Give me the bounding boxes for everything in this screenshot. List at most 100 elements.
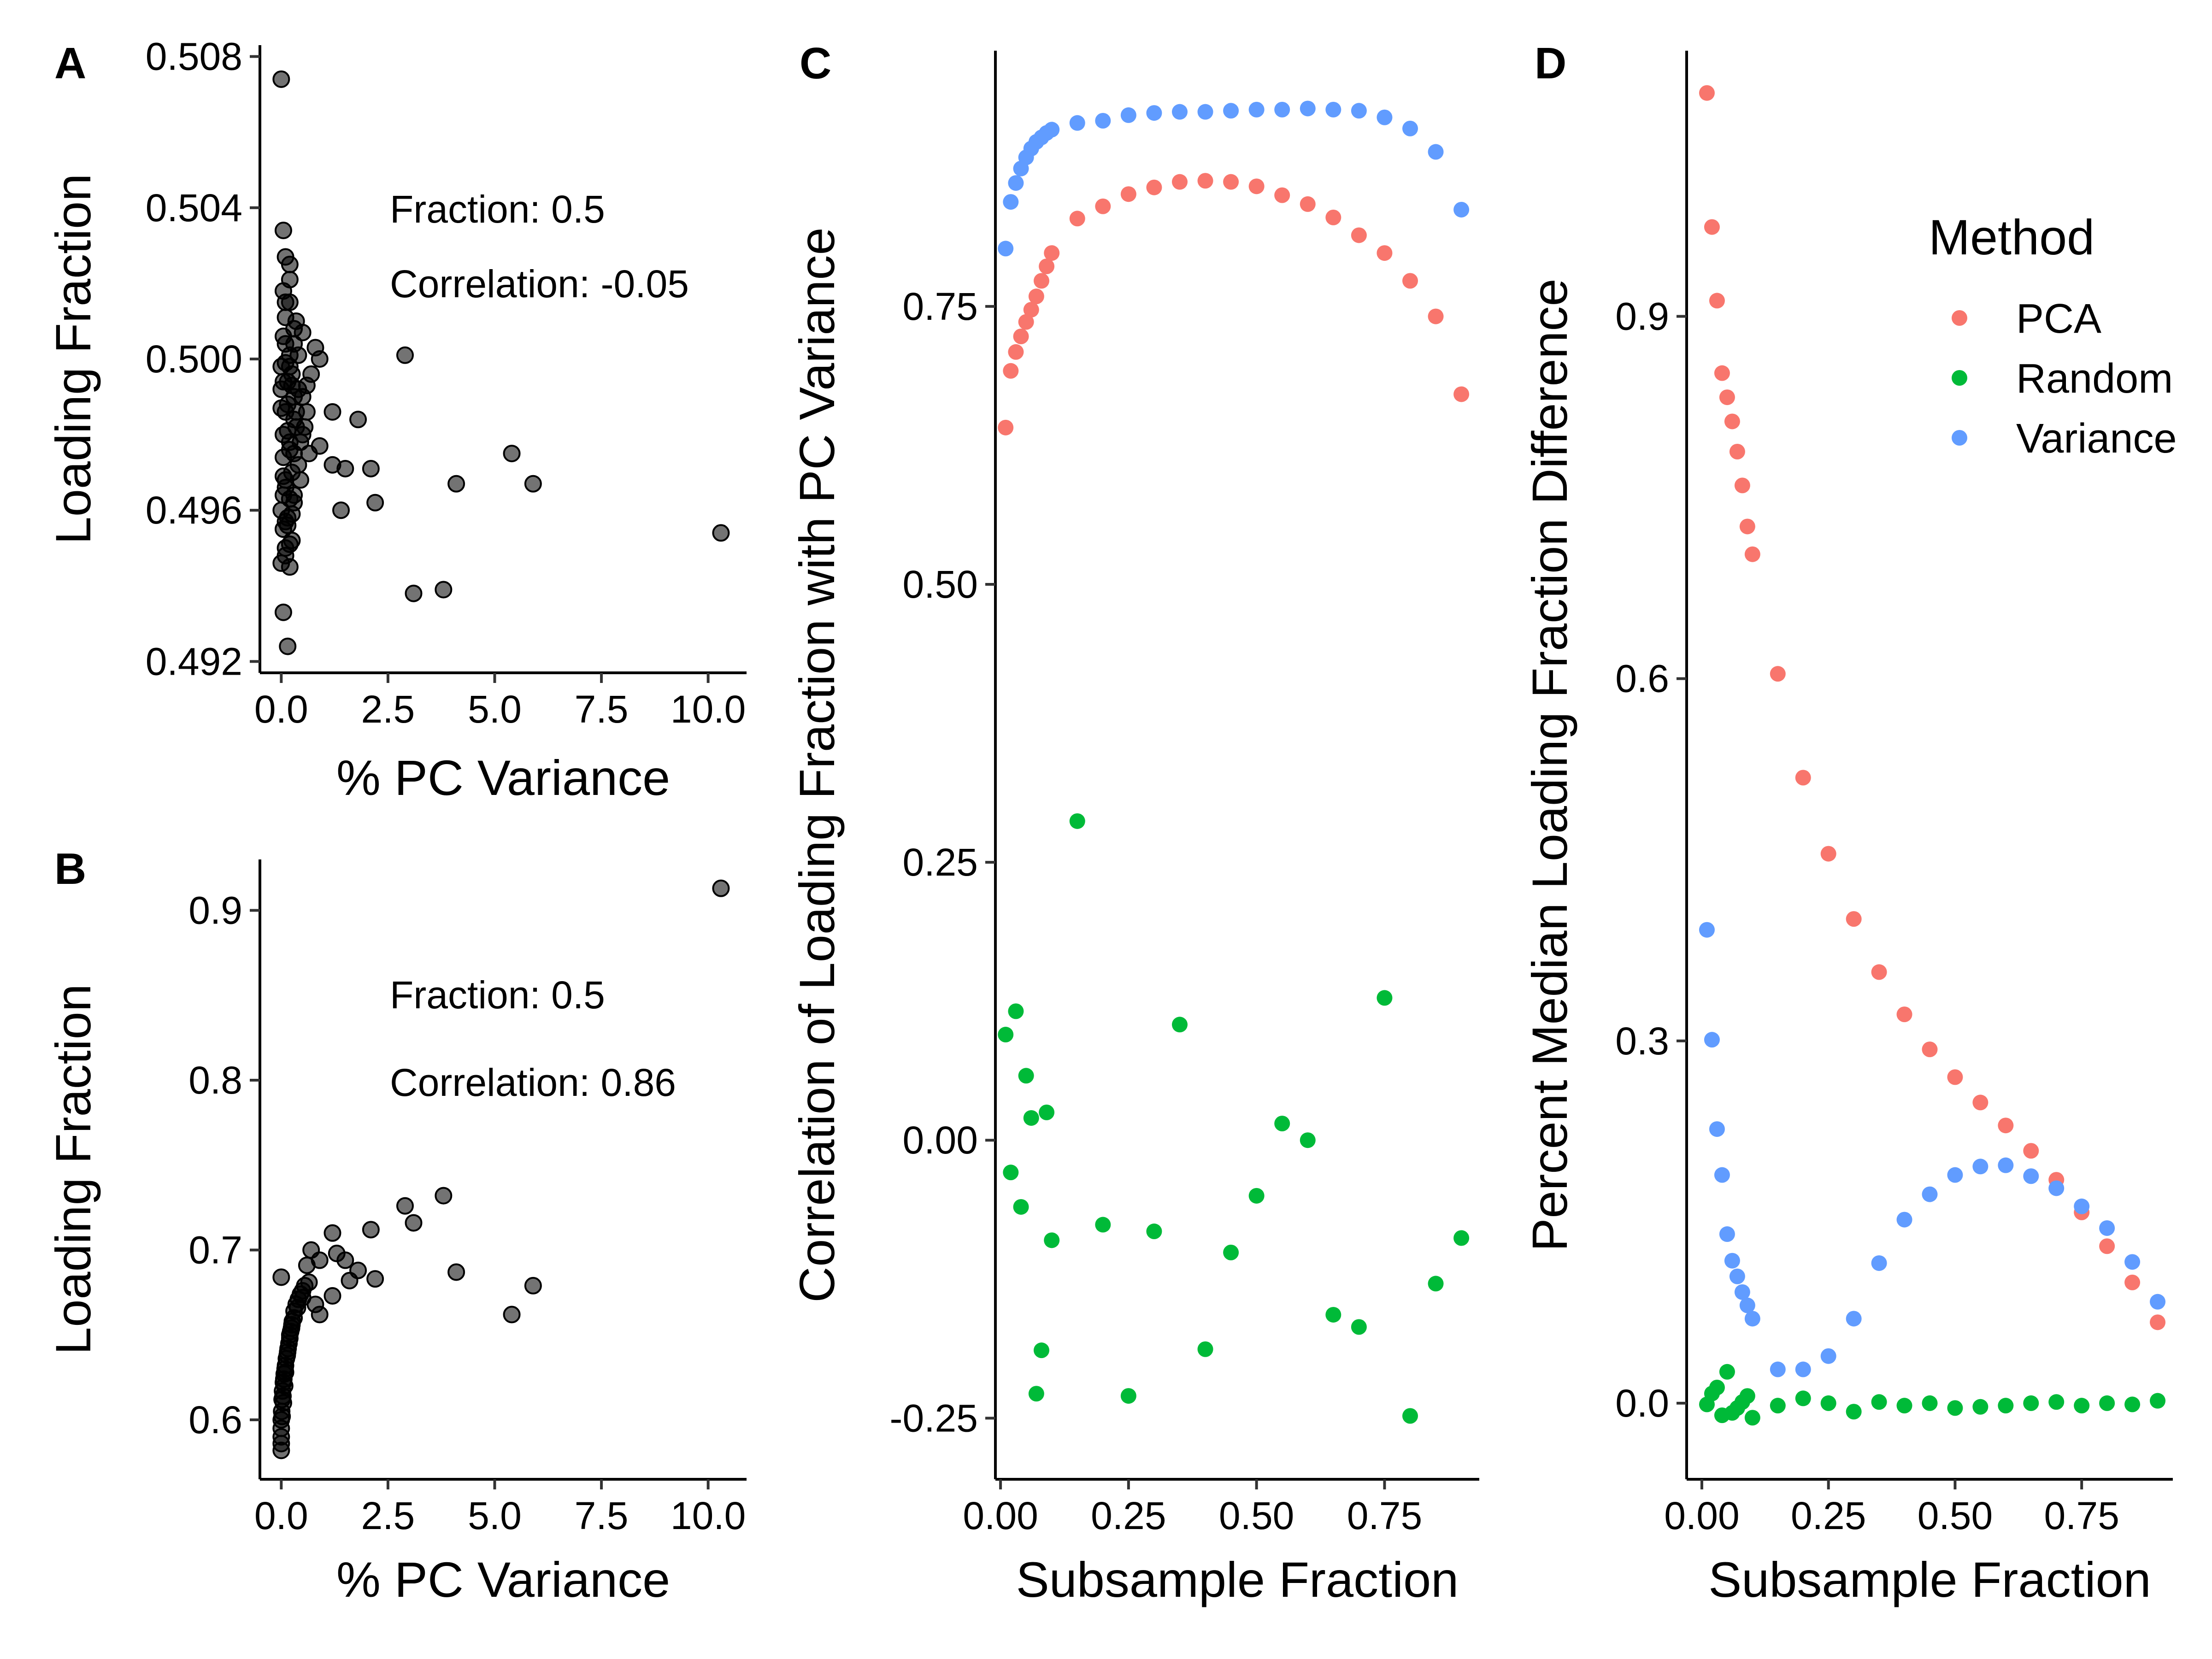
data-point xyxy=(712,879,730,897)
data-point-random xyxy=(1039,1104,1055,1120)
data-point-random xyxy=(1922,1395,1938,1411)
data-point-variance xyxy=(1719,1226,1735,1242)
data-point-random xyxy=(1003,1165,1019,1181)
data-point-variance xyxy=(2150,1294,2166,1310)
data-point-pca xyxy=(1428,308,1444,324)
data-point xyxy=(274,1387,292,1405)
data-point-pca xyxy=(1023,302,1039,318)
y-tick-label: 0.3 xyxy=(1615,1019,1669,1063)
annotation-fraction: Fraction: 0.5 xyxy=(390,973,605,1017)
data-point-pca xyxy=(2124,1274,2141,1290)
data-point-variance xyxy=(1146,105,1162,121)
data-point-pca xyxy=(1739,518,1755,535)
x-tick-label: 0.0 xyxy=(254,688,308,731)
data-point-pca xyxy=(1274,187,1290,203)
data-point-pca xyxy=(1729,443,1745,459)
panel-b: B 0.0 2.5 5.0 7.5 10.0 0.6 0.7 0.8 0.9 % PC Varian… xyxy=(45,844,747,1607)
x-tick-label: 0.75 xyxy=(1347,1494,1423,1537)
x-tick-label: 0.00 xyxy=(963,1494,1038,1537)
x-axis-title: % PC Variance xyxy=(336,1552,670,1607)
legend-key-pca xyxy=(1952,310,1967,326)
data-point-random xyxy=(1744,1410,1760,1426)
data-point xyxy=(503,445,521,463)
x-tick-label: 7.5 xyxy=(575,1494,629,1537)
legend: Method PCA Random Variance xyxy=(1929,209,2177,462)
data-point xyxy=(396,346,414,364)
data-point-variance xyxy=(1120,107,1136,123)
data-point xyxy=(282,1319,300,1337)
data-point-pca xyxy=(1896,1006,1912,1023)
data-point-random xyxy=(1013,1199,1029,1215)
data-point xyxy=(274,467,292,485)
data-point-random xyxy=(1120,1388,1136,1404)
data-point xyxy=(405,584,423,602)
data-point-variance xyxy=(1998,1157,2014,1173)
data-point-pca xyxy=(1146,179,1162,195)
data-point-variance xyxy=(1739,1297,1755,1313)
x-tick-label: 2.5 xyxy=(361,688,415,731)
x-tick-label: 0.25 xyxy=(1091,1494,1166,1537)
data-point-variance xyxy=(1744,1311,1760,1327)
y-tick-label: 0.496 xyxy=(146,488,242,532)
data-point-random xyxy=(1018,1068,1034,1084)
series-pca xyxy=(998,173,1470,435)
data-point xyxy=(366,1270,384,1288)
y-tick-label: 0.00 xyxy=(903,1118,978,1162)
data-point-variance xyxy=(1172,104,1188,120)
data-point-random xyxy=(1739,1388,1755,1404)
data-point-pca xyxy=(1744,546,1760,562)
panel-letter-d: D xyxy=(1535,39,1566,88)
data-point-random xyxy=(2023,1395,2039,1411)
y-axis-title: Percent Median Loading Fraction Differen… xyxy=(1522,278,1577,1251)
data-point-variance xyxy=(1846,1311,1862,1327)
series-variance xyxy=(998,100,1470,257)
data-point-variance xyxy=(1724,1253,1740,1269)
data-point xyxy=(292,471,309,489)
data-point xyxy=(405,1214,423,1232)
data-point xyxy=(274,222,292,240)
x-tick-label: 0.75 xyxy=(2044,1494,2119,1537)
panel-letter-a: A xyxy=(54,39,86,88)
data-point-random xyxy=(1871,1394,1887,1410)
data-point-pca xyxy=(1028,288,1044,305)
data-point xyxy=(447,475,465,493)
x-tick-label: 0.50 xyxy=(1219,1494,1294,1537)
data-point-random xyxy=(1377,990,1393,1006)
data-point xyxy=(396,1197,414,1215)
data-point-pca xyxy=(1044,245,1060,261)
data-point-pca xyxy=(1972,1094,1988,1111)
data-point xyxy=(279,422,297,440)
data-point-pca xyxy=(1300,196,1316,212)
data-point-random xyxy=(2124,1396,2141,1412)
data-point-pca xyxy=(1120,186,1136,202)
data-point xyxy=(362,1221,380,1239)
data-point-pca xyxy=(1008,344,1024,360)
data-point-variance xyxy=(1325,101,1341,118)
data-point xyxy=(503,1306,521,1324)
data-point-pca xyxy=(998,419,1014,435)
data-point xyxy=(324,1224,341,1242)
panel-a: A 0.0 2.5 5.0 7.5 10.0 0.492 0.496 0.500 0.504 0.5… xyxy=(45,35,747,806)
data-point-random xyxy=(1972,1399,1988,1415)
data-point-random xyxy=(1274,1116,1290,1132)
data-point-variance xyxy=(1428,144,1444,160)
data-point-variance xyxy=(2074,1198,2090,1214)
x-tick-label: 10.0 xyxy=(671,688,746,731)
y-tick-label: 0.9 xyxy=(1615,295,1669,338)
data-point-variance xyxy=(1795,1361,1811,1377)
data-point-random xyxy=(1351,1319,1367,1335)
y-tick-label: 0.75 xyxy=(903,285,978,328)
y-tick-label: 0.492 xyxy=(146,640,242,683)
data-point xyxy=(435,1187,453,1205)
x-axis-title: Subsample Fraction xyxy=(1708,1552,2151,1607)
data-point-pca xyxy=(1770,666,1786,682)
data-point-pca xyxy=(2099,1238,2115,1254)
data-point-random xyxy=(1947,1400,1963,1416)
data-point-variance xyxy=(2023,1168,2039,1184)
x-tick-label: 0.00 xyxy=(1664,1494,1740,1537)
data-point-random xyxy=(1223,1244,1239,1260)
panel-letter-b: B xyxy=(54,844,86,894)
data-point-pca xyxy=(1704,219,1720,235)
data-point-pca xyxy=(1013,329,1029,344)
